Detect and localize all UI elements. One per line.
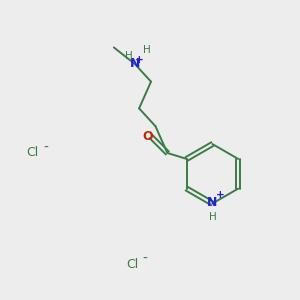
- Text: Cl: Cl: [126, 258, 139, 271]
- Text: H: H: [208, 212, 216, 222]
- Text: -: -: [43, 141, 48, 154]
- Text: -: -: [142, 252, 147, 266]
- Text: +: +: [135, 55, 143, 65]
- Text: H: H: [143, 44, 150, 55]
- Text: O: O: [142, 130, 153, 143]
- Text: N: N: [207, 196, 218, 208]
- Text: N: N: [130, 57, 140, 70]
- Text: H: H: [125, 51, 133, 62]
- Text: +: +: [216, 190, 225, 200]
- Text: Cl: Cl: [27, 146, 39, 160]
